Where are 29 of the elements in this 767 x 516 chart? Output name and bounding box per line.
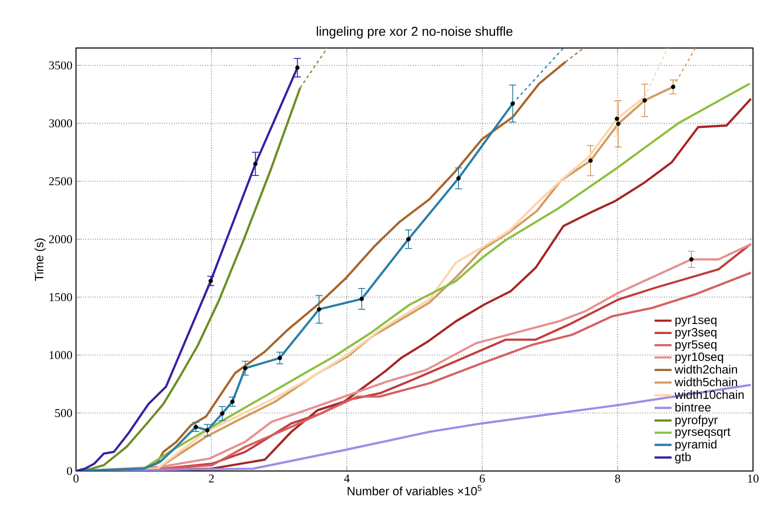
x-tick-label: 6 <box>480 474 485 483</box>
legend-label: pyr3seq <box>675 328 716 339</box>
legend-label: pyr10seq <box>675 352 724 364</box>
x-tick-label: 4 <box>344 474 350 482</box>
y-tick-label: 3500 <box>49 61 72 70</box>
legend-label: width10chain <box>674 390 744 399</box>
y-tick-label: 3000 <box>49 119 72 128</box>
legend-label: width2chain <box>674 364 738 374</box>
y-tick-label: 1500 <box>50 293 72 302</box>
x-tick-label: 2 <box>208 474 214 482</box>
y-tick-label: 1000 <box>50 351 72 360</box>
y-tick-label: 2500 <box>49 177 72 186</box>
y-tick-label: 0 <box>66 466 72 476</box>
legend-label: gtb <box>675 452 691 464</box>
chart-title: lingeling pre xor 2 no-noise shuffle <box>316 26 512 38</box>
legend-label: bintree <box>675 402 711 412</box>
legend-label: pyrofpyr <box>675 415 718 427</box>
x-axis-title: Number of variables ×10$^{5}$ <box>348 485 482 496</box>
y-tick-label: 2000 <box>49 235 72 244</box>
y-axis-title: Time (s) <box>34 238 46 281</box>
legend-label: pyrseqsqrt <box>675 428 730 438</box>
legend-label: pyramid <box>675 440 716 451</box>
x-tick-label: 10 <box>748 474 759 483</box>
legend-label: width5chain <box>674 378 738 386</box>
x-tick-label: 8 <box>615 474 620 483</box>
legend-label: pyr5seq <box>675 340 716 352</box>
legend-label: pyr1seq <box>675 316 716 327</box>
x-tick-label: 0 <box>73 474 79 483</box>
y-tick-label: 500 <box>55 409 72 418</box>
